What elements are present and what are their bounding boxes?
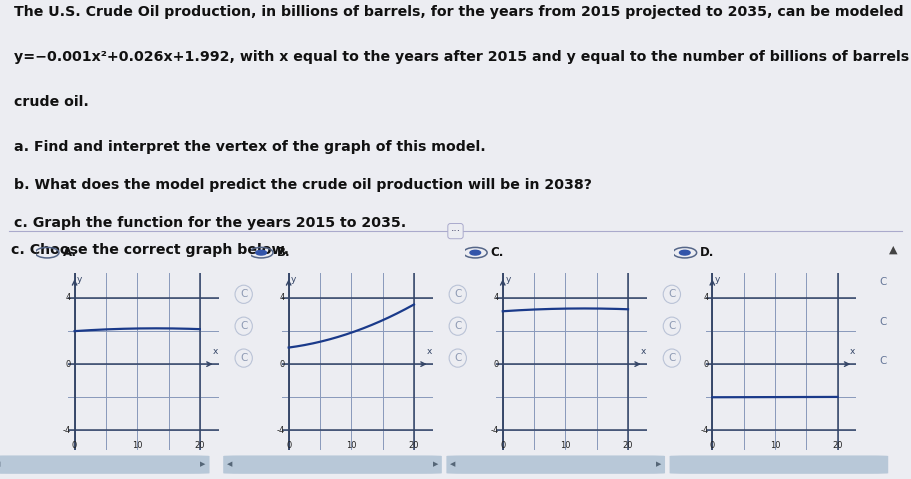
Text: -4: -4 bbox=[63, 426, 71, 435]
Text: C: C bbox=[668, 353, 676, 363]
Text: 0: 0 bbox=[703, 360, 709, 369]
Text: 10: 10 bbox=[560, 441, 570, 450]
Text: 20: 20 bbox=[409, 441, 419, 450]
Circle shape bbox=[470, 251, 481, 255]
FancyBboxPatch shape bbox=[0, 456, 210, 474]
Text: C: C bbox=[240, 321, 248, 331]
Text: 10: 10 bbox=[770, 441, 780, 450]
Text: 0: 0 bbox=[710, 441, 715, 450]
Text: C: C bbox=[454, 321, 462, 331]
Text: C: C bbox=[668, 321, 676, 331]
FancyBboxPatch shape bbox=[446, 456, 665, 474]
Text: C: C bbox=[454, 289, 462, 299]
Text: x: x bbox=[212, 347, 218, 356]
Text: -4: -4 bbox=[701, 426, 709, 435]
Text: 0: 0 bbox=[494, 360, 499, 369]
Text: 4: 4 bbox=[703, 293, 709, 302]
Text: ◀: ◀ bbox=[450, 462, 456, 468]
Text: 4: 4 bbox=[280, 293, 285, 302]
Text: 20: 20 bbox=[195, 441, 205, 450]
Text: crude oil.: crude oil. bbox=[14, 95, 88, 109]
Text: -4: -4 bbox=[491, 426, 499, 435]
Circle shape bbox=[680, 251, 691, 255]
Text: 0: 0 bbox=[66, 360, 71, 369]
Text: 20: 20 bbox=[833, 441, 843, 450]
Text: x: x bbox=[850, 347, 855, 356]
Text: 0: 0 bbox=[72, 441, 77, 450]
Text: 0: 0 bbox=[500, 441, 506, 450]
Text: D.: D. bbox=[701, 246, 714, 259]
Text: 4: 4 bbox=[66, 293, 71, 302]
Text: C.: C. bbox=[491, 246, 504, 259]
Text: a. Find and interpret the vertex of the graph of this model.: a. Find and interpret the vertex of the … bbox=[14, 140, 486, 154]
Text: 10: 10 bbox=[132, 441, 142, 450]
Text: B.: B. bbox=[277, 246, 291, 259]
Text: The U.S. Crude Oil production, in billions of barrels, for the years from 2015 p: The U.S. Crude Oil production, in billio… bbox=[14, 5, 903, 19]
Text: ▶: ▶ bbox=[656, 462, 661, 468]
Text: C: C bbox=[879, 277, 886, 286]
Text: ···: ··· bbox=[450, 226, 461, 236]
Text: ◀: ◀ bbox=[227, 462, 232, 468]
Text: 20: 20 bbox=[623, 441, 633, 450]
Circle shape bbox=[256, 251, 267, 255]
Text: C: C bbox=[879, 356, 886, 366]
Text: x: x bbox=[426, 347, 432, 356]
Text: A.: A. bbox=[63, 246, 77, 259]
Text: ▶: ▶ bbox=[200, 462, 206, 468]
FancyBboxPatch shape bbox=[670, 456, 888, 474]
Text: y: y bbox=[715, 275, 721, 284]
Text: C: C bbox=[240, 353, 248, 363]
Text: c. Choose the correct graph below.: c. Choose the correct graph below. bbox=[11, 243, 289, 257]
Text: C: C bbox=[454, 353, 462, 363]
Text: 4: 4 bbox=[494, 293, 499, 302]
Text: -4: -4 bbox=[277, 426, 285, 435]
Text: y: y bbox=[292, 275, 297, 284]
Text: ▶: ▶ bbox=[433, 462, 438, 468]
Text: C: C bbox=[668, 289, 676, 299]
Text: y: y bbox=[506, 275, 511, 284]
Text: b. What does the model predict the crude oil production will be in 2038?: b. What does the model predict the crude… bbox=[14, 178, 591, 192]
Text: x: x bbox=[640, 347, 646, 356]
Text: C: C bbox=[240, 289, 248, 299]
Text: c. Graph the function for the years 2015 to 2035.: c. Graph the function for the years 2015… bbox=[14, 217, 405, 230]
Text: C: C bbox=[879, 318, 886, 328]
Text: y: y bbox=[77, 275, 83, 284]
FancyBboxPatch shape bbox=[223, 456, 442, 474]
Text: 0: 0 bbox=[286, 441, 292, 450]
Text: ▲: ▲ bbox=[889, 245, 897, 255]
Text: 0: 0 bbox=[280, 360, 285, 369]
Text: y=−0.001x²+0.026x+1.992, with x equal to the years after 2015 and y equal to the: y=−0.001x²+0.026x+1.992, with x equal to… bbox=[14, 50, 911, 64]
Text: 10: 10 bbox=[346, 441, 356, 450]
